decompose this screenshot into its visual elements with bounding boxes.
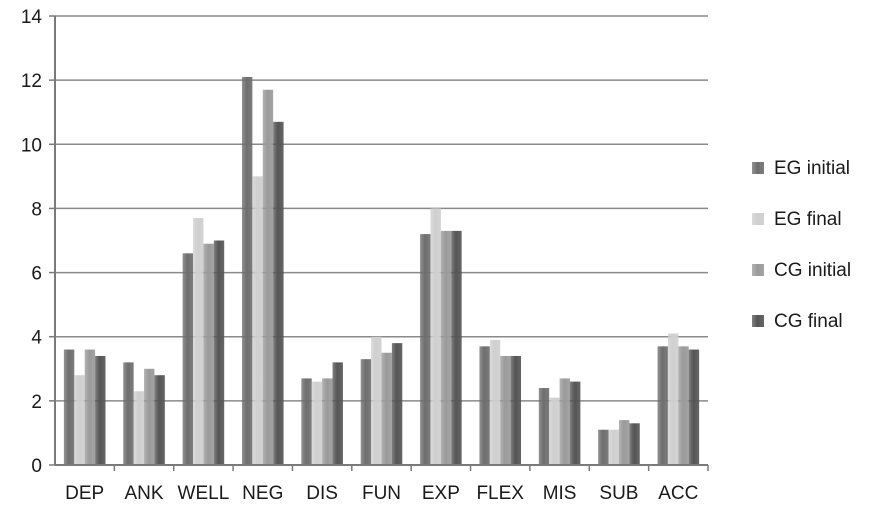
bar-dis-eg-initial (301, 378, 312, 465)
bar-fun-cg-initial (381, 352, 392, 465)
y-tick-label: 10 (21, 135, 42, 156)
bar-flex-eg-final (489, 339, 501, 465)
x-tick-label: MIS (543, 483, 577, 504)
legend-label: EG initial (774, 158, 850, 179)
x-tick-label: ACC (658, 483, 698, 504)
x-axis-ticks: DEP ANK WELL NEG DIS FUN EXP FLEX MIS SUB ACC (65, 465, 709, 504)
bar-ank-eg-initial (123, 362, 134, 465)
bar-mis-cg-final (569, 381, 581, 465)
bar-neg-cg-initial (262, 89, 274, 465)
x-tick-label: ANK (125, 483, 164, 504)
bar-sub-cg-initial (618, 420, 630, 465)
bar-dep-cg-final (95, 355, 106, 465)
x-tick-label: DIS (306, 483, 338, 504)
bar-neg-eg-final (252, 176, 263, 465)
legend: EG initial EG final CG initial CG final (752, 158, 851, 332)
bar-fun-eg-initial (360, 359, 372, 465)
x-tick-label: FLEX (476, 483, 524, 504)
bar-mis-cg-initial (559, 378, 570, 465)
bar-well-eg-initial (182, 253, 194, 465)
x-tick-label: EXP (422, 483, 460, 504)
bars (63, 76, 700, 465)
bar-flex-eg-initial (479, 346, 490, 465)
legend-label: CG initial (774, 260, 851, 281)
bar-sub-eg-initial (598, 429, 609, 465)
grid-lines (55, 15, 708, 402)
bar-acc-eg-initial (657, 346, 668, 465)
legend-label: CG final (774, 311, 843, 332)
bar-acc-cg-final (688, 349, 700, 465)
bar-ank-cg-initial (144, 368, 155, 465)
legend-swatch (752, 264, 764, 276)
bar-mis-eg-final (549, 397, 560, 465)
bar-flex-cg-final (510, 355, 522, 465)
bar-dis-eg-final (311, 381, 323, 465)
x-tick-label: WELL (178, 483, 230, 504)
y-tick-label: 6 (31, 264, 42, 285)
y-tick-label: 14 (21, 7, 43, 28)
bar-dep-eg-initial (63, 349, 75, 465)
bar-mis-eg-initial (538, 388, 550, 465)
bar-exp-cg-initial (440, 230, 452, 465)
y-tick-label: 8 (31, 199, 42, 220)
y-tick-label: 2 (31, 392, 42, 413)
bar-ank-cg-final (154, 375, 165, 465)
bar-exp-cg-final (451, 230, 462, 465)
legend-label: EG final (774, 209, 842, 230)
x-tick-label: DEP (65, 483, 104, 504)
x-tick-label: SUB (599, 483, 638, 504)
y-axis-ticks: 0 2 4 6 8 10 12 14 (21, 7, 55, 477)
bar-sub-cg-final (629, 423, 640, 465)
y-tick-label: 4 (31, 328, 42, 349)
bar-dep-eg-final (74, 375, 85, 465)
bar-sub-eg-final (608, 429, 619, 465)
bar-flex-cg-initial (500, 355, 511, 465)
legend-swatch (752, 213, 764, 225)
y-tick-label: 0 (31, 456, 42, 477)
bar-exp-eg-initial (420, 234, 431, 465)
bar-fun-cg-final (391, 343, 403, 465)
bar-acc-eg-final (667, 333, 679, 465)
bar-dis-cg-initial (322, 378, 333, 465)
bar-neg-eg-initial (241, 76, 253, 465)
bar-acc-cg-initial (678, 346, 689, 465)
bar-well-eg-final (193, 218, 204, 465)
bar-well-cg-final (213, 240, 225, 465)
bar-exp-eg-final (430, 208, 441, 465)
x-tick-label: FUN (362, 483, 401, 504)
legend-swatch (752, 162, 764, 174)
bar-dis-cg-final (332, 362, 343, 465)
bar-fun-eg-final (371, 336, 382, 465)
bar-neg-cg-final (273, 121, 284, 465)
legend-swatch (752, 315, 764, 327)
bar-ank-eg-final (133, 391, 145, 465)
bar-well-cg-initial (203, 243, 214, 465)
bar-dep-cg-initial (84, 349, 96, 465)
x-tick-label: NEG (242, 483, 283, 504)
y-tick-label: 12 (21, 71, 42, 92)
